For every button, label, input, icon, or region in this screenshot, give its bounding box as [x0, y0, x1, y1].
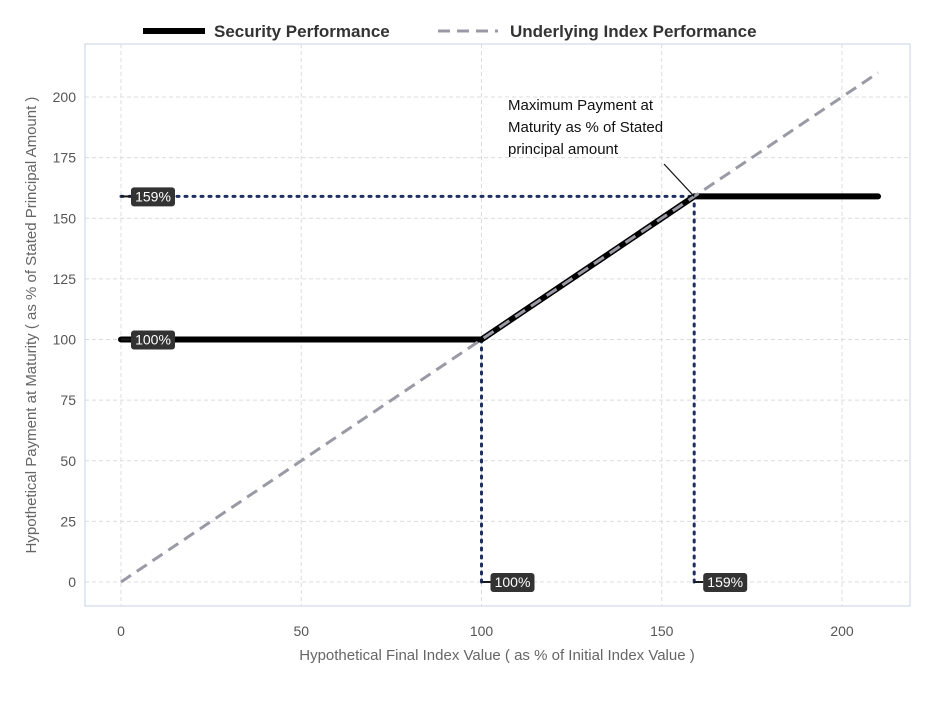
x-tick-label: 50: [293, 623, 309, 639]
y-tick-label: 0: [68, 574, 76, 590]
x-axis-label: Hypothetical Final Index Value ( as % of…: [299, 647, 695, 664]
annotation-pointer: [663, 163, 695, 197]
annotation-text: Maturity as % of Stated: [508, 119, 663, 136]
y-tick-label: 150: [53, 210, 77, 226]
y-tick-label: 200: [53, 89, 77, 105]
callout-badge: [131, 187, 175, 207]
callout-label: 159%: [707, 574, 743, 590]
y-tick-label: 50: [60, 453, 76, 469]
x-tick-label: 100: [470, 623, 494, 639]
legend-label-security: Security Performance: [214, 22, 390, 41]
annotation-text: principal amount: [508, 141, 619, 158]
y-axis-label: Hypothetical Payment at Maturity ( as % …: [23, 97, 40, 554]
callout-label: 159%: [135, 188, 171, 204]
y-tick-label: 100: [53, 332, 77, 348]
y-tick-label: 25: [60, 513, 76, 529]
x-tick-label: 0: [117, 623, 125, 639]
y-tick-label: 125: [53, 271, 77, 287]
legend-label-index: Underlying Index Performance: [510, 22, 757, 41]
x-tick-label: 150: [650, 623, 674, 639]
callout-label: 100%: [495, 574, 531, 590]
y-tick-label: 175: [53, 150, 77, 166]
callout-label: 100%: [135, 332, 171, 348]
y-tick-label: 75: [60, 392, 76, 408]
callout-badge: [490, 573, 535, 592]
x-tick-label: 200: [830, 623, 854, 639]
callout-badge: [703, 573, 748, 592]
underlying-index-performance-line: [120, 71, 879, 584]
callout-badge: [131, 330, 175, 350]
annotation-text: Maximum Payment at: [508, 97, 654, 114]
